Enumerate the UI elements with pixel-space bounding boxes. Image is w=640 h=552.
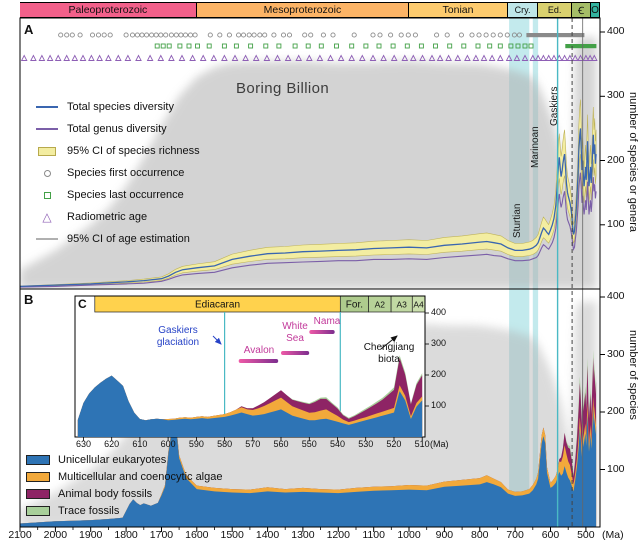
legend-label: Animal body fossils [58, 487, 153, 500]
assemblage-bar-white-sea [281, 351, 310, 355]
chrono-segment-mesoproterozoic: Mesoproterozoic [196, 3, 410, 17]
species-line-icon [34, 106, 60, 108]
legend-item-algae: Multicellular and coenocytic algae [26, 468, 222, 485]
genus-line-icon [34, 128, 60, 130]
chrono-segment-paleoproterozoic: Paleoproterozoic [20, 3, 197, 17]
legend-item-radiometric-age: △ Radiometric age [34, 206, 200, 228]
inset-bar-label-ediacaran: Ediacaran [195, 300, 240, 311]
assemblage-bar-nama [309, 330, 335, 334]
legend-label: 95% CI of age estimation [67, 233, 190, 245]
legend-item-species-ci: 95% CI of species richness [34, 140, 200, 162]
white-sea-assemblage-annotation: White Sea [282, 321, 308, 344]
inset-c-letter: C [78, 297, 87, 311]
gaskiers-arrow [212, 335, 222, 345]
sturtian-label: Sturtian [512, 203, 523, 238]
triangle-marker-icon: △ [42, 210, 52, 224]
legend-label: Multicellular and coenocytic algae [58, 470, 223, 483]
legend-item-first-occurrence: Species first occurrence [34, 162, 200, 184]
panel-a-legend: Total species diversity Total genus dive… [34, 96, 200, 250]
occurrence-markers [20, 32, 598, 61]
legend-item-age-ci: 95% CI of age estimation [34, 228, 200, 250]
gaskiers-glaciation-annotation: Gaskiers glaciation [156, 325, 200, 348]
panel-a-y-axis-title: number of species or genera [627, 92, 639, 233]
legend-label: Trace fossils [58, 504, 120, 517]
inset_c-areas [77, 355, 423, 437]
boring-billion-label: Boring Billion [236, 80, 330, 97]
legend-item-animal-fossils: Animal body fossils [26, 485, 222, 502]
avalon-assemblage-annotation: Avalon [243, 345, 275, 356]
chengjiang-biota-annotation: Chengjiang biota [363, 342, 415, 365]
orange-swatch-icon [26, 471, 50, 482]
legend-label: 95% CI of species richness [67, 145, 200, 157]
blue-swatch-icon [26, 454, 50, 465]
species-ci-band [20, 99, 597, 288]
legend-label: Species last occurrence [67, 189, 184, 201]
inset-bar-label-a4: A4 [413, 300, 424, 310]
panel-b-y-axis-title: number of species [627, 330, 639, 420]
inset-bar-label-for: For. [346, 300, 363, 311]
square-marker-icon [34, 191, 60, 199]
magenta-swatch-icon [26, 488, 50, 499]
ci-band-icon [34, 146, 60, 156]
chrono-segment-ed: Ed. [538, 3, 573, 17]
chronostratigraphy-bar: Paleoproterozoic Mesoproterozoic Tonian Cry… [20, 2, 600, 18]
marinoan-label: Marinoan [530, 126, 541, 168]
grey-line-icon [34, 238, 60, 240]
panel-b-letter: B [24, 292, 34, 307]
legend-item-genus-diversity: Total genus diversity [34, 118, 200, 140]
panel-b-legend: Unicellular eukaryotes Multicellular and… [26, 451, 222, 519]
legend-item-last-occurrence: Species last occurrence [34, 184, 200, 206]
panel-a-letter: A [24, 22, 34, 37]
panel-b-border [19, 288, 601, 528]
chrono-segment-cry: Cry. [508, 3, 539, 17]
gaskiers-label: Gaskiers [549, 86, 560, 126]
area-unicellular-eukaryotes [20, 408, 597, 527]
legend-label: Total species diversity [67, 101, 174, 113]
green-swatch-icon [26, 505, 50, 516]
legend-label: Species first occurrence [67, 167, 185, 179]
chrono-segment-: Ꞓ [572, 3, 592, 17]
area-unicellular-eukaryotes [77, 375, 423, 437]
legend-label: Unicellular eukaryotes [58, 453, 167, 466]
panel_b-areas [20, 349, 597, 527]
legend-item-species-diversity: Total species diversity [34, 96, 200, 118]
legend-label: Total genus diversity [67, 123, 167, 135]
age-ci-cloud [20, 37, 597, 289]
inset-bar-label-a3: A3 [396, 300, 407, 310]
circle-marker-icon [34, 169, 60, 177]
legend-item-trace-fossils: Trace fossils [26, 502, 222, 519]
chrono-segment-o: O [591, 3, 600, 17]
assemblage-bar-avalon [238, 359, 279, 363]
legend-item-unicellular: Unicellular eukaryotes [26, 451, 222, 468]
legend-label: Radiometric age [67, 211, 148, 223]
nama-assemblage-annotation: Nama [313, 316, 341, 327]
chengjiang-arrow [380, 335, 398, 350]
chrono-segment-tonian: Tonian [409, 3, 509, 17]
inset-bar-label-a2: A2 [375, 300, 386, 310]
